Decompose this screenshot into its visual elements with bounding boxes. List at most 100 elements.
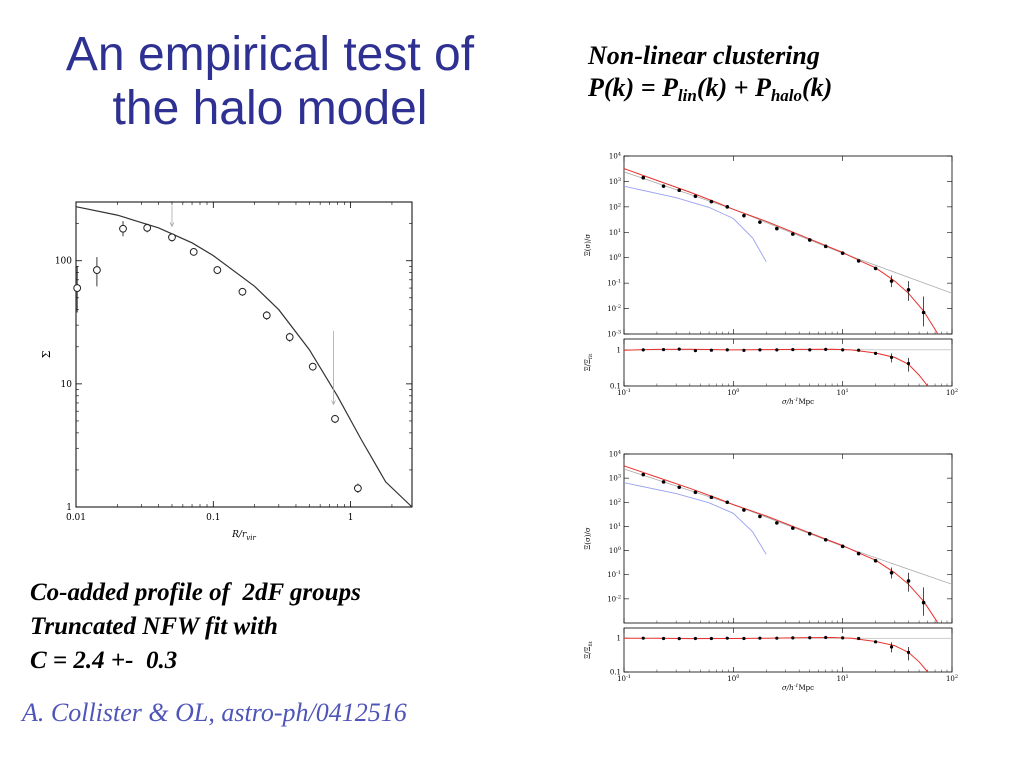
data-point (906, 579, 911, 583)
ratio-point (841, 348, 845, 352)
ratio-series-group (624, 347, 929, 386)
clustering-heading: Non-linear clustering (588, 41, 820, 70)
data-point (889, 571, 894, 575)
data-point (742, 508, 746, 512)
ratio-point (641, 636, 645, 640)
y-tick-label: 102 (609, 498, 621, 507)
caption-block: Co-added profile of 2dF groups Truncated… (30, 576, 550, 678)
main-series-group (624, 465, 952, 623)
data-point (709, 495, 714, 500)
fit-curve (75, 206, 413, 508)
ratio-point (709, 348, 713, 352)
y-tick-label: 10-2 (607, 304, 621, 313)
x-tick-label: 10-1 (617, 388, 631, 397)
data-point (725, 500, 730, 505)
data-point (213, 266, 222, 274)
ratio-y-axis-label: Ξ/Ξfit (584, 354, 594, 372)
data-point (677, 485, 682, 490)
ratio-point (775, 348, 779, 352)
y-tick-label: 1 (66, 503, 72, 513)
model-fit-line (624, 465, 939, 623)
x-tick-label: 102 (946, 674, 958, 683)
data-point (775, 226, 779, 231)
ratio-point (808, 636, 812, 640)
x-tick-label: 1 (348, 513, 354, 523)
slide-title-line1: An empirical test of (65, 28, 475, 81)
ratio-point (824, 347, 828, 352)
main-series-group (624, 168, 952, 334)
model-fit-line (624, 168, 939, 334)
ratio-point (693, 349, 698, 353)
ratio-panel-frame (623, 627, 953, 673)
x-tick-label: 10-1 (617, 674, 631, 683)
y-tick-label: 100 (609, 546, 621, 555)
y-tick-label: 10 (61, 380, 73, 390)
data-point (143, 223, 152, 232)
y-tick-label: 100 (55, 257, 72, 267)
data-point (285, 333, 294, 341)
y-tick-label: 10-2 (607, 594, 621, 603)
power-spectrum-formula: P(k) = Plin(k) + Phalo(k) (588, 72, 1008, 112)
power-spectrum-chart-top: 10-1 100 101 102 10-3 10-2 10-1 100 101 102 103 104… (584, 152, 958, 407)
y-tick-label: 10-3 (607, 330, 621, 339)
data-point (331, 414, 339, 423)
data-point (807, 238, 812, 242)
ratio-point (661, 347, 666, 352)
x-tick-label: 100 (727, 388, 739, 397)
caption-line: Co-added profile of 2dF groups (30, 579, 361, 606)
y-tick-label: 104 (609, 450, 621, 459)
ratio-point (791, 636, 795, 640)
y-tick-label: 10-1 (607, 279, 621, 288)
ratio-y-tick-label: 1 (617, 635, 621, 643)
arrow-head (331, 400, 336, 406)
ratio-point (841, 636, 845, 640)
ratio-point (791, 347, 795, 352)
formula-mid: (k) + P (696, 73, 771, 102)
data-point (73, 284, 82, 292)
data-point (906, 287, 911, 292)
data-point (840, 544, 845, 549)
ratio-fit-line (624, 348, 929, 386)
ratio-y-tick-label: 0.1 (610, 669, 621, 677)
data-point (758, 514, 762, 519)
ratio-point (889, 355, 894, 359)
ratio-point (857, 348, 861, 352)
ratio-fit-line (624, 636, 929, 672)
data-point (840, 251, 845, 256)
ratio-point (889, 645, 894, 649)
power-spectrum-chart-bottom: 10-1 100 101 102 10-2 10-1 100 101 102 103 104 0.1 1… (584, 450, 958, 693)
data-point (709, 199, 714, 204)
data-point (641, 472, 646, 477)
data-point (168, 233, 176, 242)
halo-term-line (624, 171, 952, 294)
main-panel-frame (623, 155, 953, 335)
data-point (308, 362, 317, 371)
data-point (921, 600, 926, 605)
data-point (856, 551, 861, 556)
data-point (262, 311, 271, 320)
data-point (873, 558, 878, 563)
ratio-point (758, 636, 762, 640)
plot-frame (75, 201, 413, 508)
ratio-y-tick-label: 1 (617, 346, 621, 354)
ratio-point (906, 650, 911, 654)
slide-title: An empirical test of the halo model (20, 28, 520, 136)
slide-title-line2: the halo model (112, 82, 428, 135)
x-tick-label: 101 (837, 674, 849, 683)
x-axis-label: R/rvir (231, 530, 256, 542)
data-point (775, 521, 779, 525)
y-tick-label: 101 (609, 228, 621, 237)
y-tick-label: 100 (609, 253, 621, 262)
ratio-point (742, 636, 746, 641)
caption-line: Truncated NFW fit with (30, 613, 278, 640)
linear-term-line (624, 482, 767, 555)
y-tick-label: 102 (609, 202, 621, 211)
y-axis-label: Ξ(σ)/σ (584, 527, 592, 550)
data-point (921, 310, 926, 315)
right-heading-block: Non-linear clustering P(k) = Plin(k) + P… (588, 40, 1008, 112)
ratio-point (677, 637, 681, 641)
ratio-panel-frame (623, 338, 953, 387)
ratio-series-group (624, 635, 929, 672)
formula-lhs: P(k) = P (588, 73, 678, 102)
data-point (807, 531, 812, 536)
